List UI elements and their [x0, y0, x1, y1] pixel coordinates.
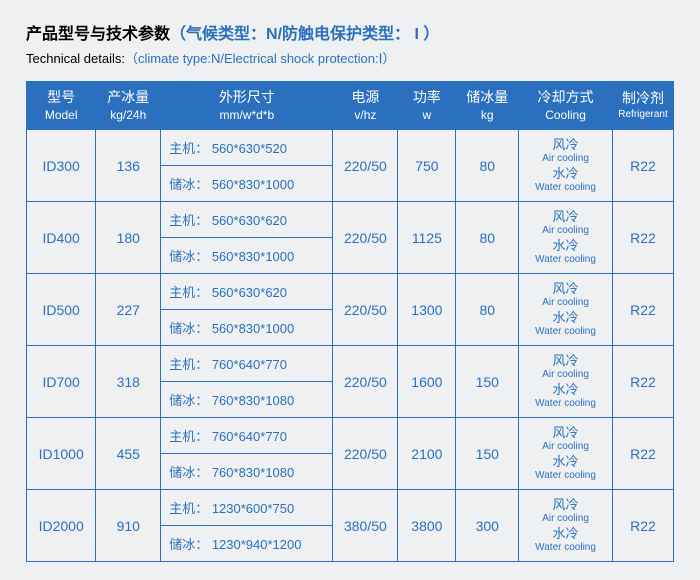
table-row: ID1000455主机： 760*640*770220/502100150风冷A… [27, 418, 674, 454]
cell-vhz: 220/50 [333, 418, 398, 490]
cell-dim-storage: 储冰： 760*830*1080 [161, 382, 333, 418]
cell-dim-main: 主机： 560*630*620 [161, 202, 333, 238]
cell-ice: 318 [96, 346, 161, 418]
cell-cooling: 风冷Air cooling水冷Water cooling [519, 346, 613, 418]
cell-w: 3800 [398, 490, 456, 562]
cell-model: ID300 [27, 130, 96, 202]
table-body: ID300136主机： 560*630*520220/5075080风冷Air … [27, 130, 674, 562]
col-model: 型号Model [27, 82, 96, 130]
col-ref: 制冷剂Refrigerant [613, 82, 674, 130]
subtitle-paren: （climate type:N/Electrical shock protect… [125, 51, 395, 66]
cell-cooling: 风冷Air cooling水冷Water cooling [519, 130, 613, 202]
cell-stor: 150 [456, 346, 519, 418]
cell-ice: 180 [96, 202, 161, 274]
title-prefix: 产品型号与技术参数 [26, 26, 170, 43]
page-subtitle: Technical details:（climate type:N/Electr… [26, 48, 674, 67]
cell-cooling: 风冷Air cooling水冷Water cooling [519, 274, 613, 346]
cell-dim-storage: 储冰： 560*830*1000 [161, 238, 333, 274]
cell-ref: R22 [613, 490, 674, 562]
cell-vhz: 380/50 [333, 490, 398, 562]
cell-dim-main: 主机： 760*640*770 [161, 418, 333, 454]
cell-model: ID400 [27, 202, 96, 274]
cell-dim-main: 主机： 560*630*520 [161, 130, 333, 166]
cell-stor: 300 [456, 490, 519, 562]
cell-ref: R22 [613, 418, 674, 490]
cell-dim-storage: 储冰： 560*830*1000 [161, 310, 333, 346]
cell-vhz: 220/50 [333, 202, 398, 274]
cell-dim-storage: 储冰： 760*830*1080 [161, 454, 333, 490]
cell-stor: 150 [456, 418, 519, 490]
cell-cooling: 风冷Air cooling水冷Water cooling [519, 490, 613, 562]
cell-stor: 80 [456, 130, 519, 202]
col-vhz: 电源v/hz [333, 82, 398, 130]
subtitle-prefix: Technical details: [26, 51, 125, 66]
cell-vhz: 220/50 [333, 274, 398, 346]
cell-ref: R22 [613, 274, 674, 346]
col-ice: 产冰量kg/24h [96, 82, 161, 130]
table-row: ID500227主机： 560*630*620220/50130080风冷Air… [27, 274, 674, 310]
cell-ice: 910 [96, 490, 161, 562]
spec-table: 型号Model 产冰量kg/24h 外形尺寸mm/w*d*b 电源v/hz 功率… [26, 81, 674, 562]
cell-ref: R22 [613, 346, 674, 418]
cell-dim-storage: 储冰： 1230*940*1200 [161, 526, 333, 562]
table-header: 型号Model 产冰量kg/24h 外形尺寸mm/w*d*b 电源v/hz 功率… [27, 82, 674, 130]
cell-stor: 80 [456, 202, 519, 274]
cell-dim-main: 主机： 1230*600*750 [161, 490, 333, 526]
cell-dim-main: 主机： 760*640*770 [161, 346, 333, 382]
cell-ref: R22 [613, 130, 674, 202]
cell-w: 1600 [398, 346, 456, 418]
cell-model: ID2000 [27, 490, 96, 562]
cell-w: 1125 [398, 202, 456, 274]
cell-ice: 455 [96, 418, 161, 490]
table-row: ID300136主机： 560*630*520220/5075080风冷Air … [27, 130, 674, 166]
col-stor: 储冰量kg [456, 82, 519, 130]
title-paren: （气候类型：N/防触电保护类型： I ） [170, 26, 439, 43]
page-title: 产品型号与技术参数（气候类型：N/防触电保护类型： I ） [26, 20, 674, 44]
cell-dim-main: 主机： 560*630*620 [161, 274, 333, 310]
cell-ice: 136 [96, 130, 161, 202]
cell-model: ID700 [27, 346, 96, 418]
cell-w: 1300 [398, 274, 456, 346]
col-cool: 冷却方式Cooling [519, 82, 613, 130]
col-w: 功率w [398, 82, 456, 130]
cell-cooling: 风冷Air cooling水冷Water cooling [519, 202, 613, 274]
cell-dim-storage: 储冰： 560*830*1000 [161, 166, 333, 202]
cell-w: 750 [398, 130, 456, 202]
cell-vhz: 220/50 [333, 346, 398, 418]
cell-vhz: 220/50 [333, 130, 398, 202]
table-row: ID400180主机： 560*630*620220/50112580风冷Air… [27, 202, 674, 238]
cell-w: 2100 [398, 418, 456, 490]
cell-ref: R22 [613, 202, 674, 274]
cell-stor: 80 [456, 274, 519, 346]
cell-model: ID500 [27, 274, 96, 346]
col-dim: 外形尺寸mm/w*d*b [161, 82, 333, 130]
table-row: ID2000910主机： 1230*600*750380/503800300风冷… [27, 490, 674, 526]
cell-model: ID1000 [27, 418, 96, 490]
cell-ice: 227 [96, 274, 161, 346]
table-row: ID700318主机： 760*640*770220/501600150风冷Ai… [27, 346, 674, 382]
cell-cooling: 风冷Air cooling水冷Water cooling [519, 418, 613, 490]
